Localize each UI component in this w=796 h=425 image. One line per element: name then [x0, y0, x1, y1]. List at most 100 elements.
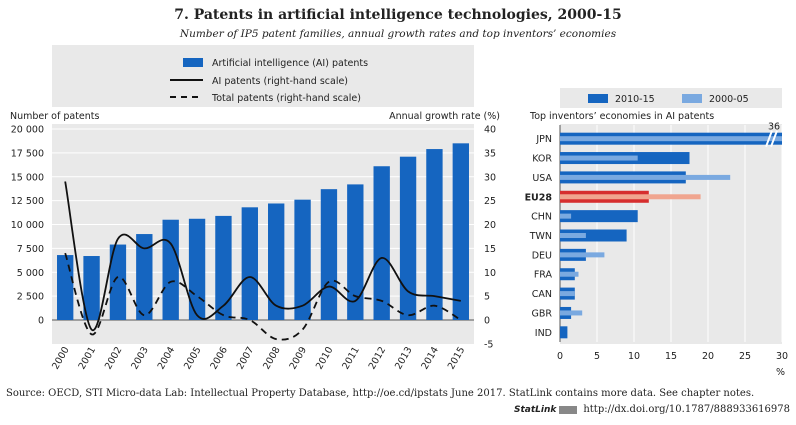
- left-x-tick-label: 2007: [235, 345, 257, 371]
- ai-growth-line: [64, 181, 461, 331]
- left-x-tick-label: 2010: [314, 345, 336, 371]
- left-y2-tick-label: 20: [484, 220, 496, 231]
- right-category-label: KOR: [532, 154, 552, 165]
- left-y-tick-label: 20 000: [11, 125, 44, 136]
- chart-subtitle: Number of IP5 patent families, annual gr…: [179, 28, 617, 40]
- left-lines: [64, 181, 462, 341]
- left-x-tick-label: 2006: [208, 345, 230, 371]
- right-category-labels: JPN KOR USA EU28 CHN TWN DEU FRA CAN GBR IND: [525, 134, 553, 339]
- right-category-label: USA: [532, 173, 552, 184]
- left-y-tick-label: 2 500: [17, 292, 44, 303]
- left-y2-tick-label: 5: [484, 292, 490, 303]
- ai-patents-bar: [83, 256, 100, 320]
- left-y2-tick-label: 40: [484, 125, 496, 136]
- ai-patents-bar: [268, 203, 285, 320]
- left-y-ticks: 20 000 17 500 15 000 12 500 10 000 7 500 5 000…: [11, 125, 44, 327]
- jpn-value-annotation: 36: [768, 122, 780, 133]
- right-x-tick-label: 15: [665, 351, 677, 362]
- bar-2010-15: [560, 229, 627, 242]
- bar-2000-05: [560, 155, 638, 161]
- left-y2-tick-label: 15: [484, 244, 496, 255]
- statlink-logo-icon: [559, 405, 578, 414]
- ai-patents-bar: [136, 234, 153, 320]
- left-x-tick-label: 2014: [419, 345, 441, 371]
- left-x-ticks: 2000 2001 2002 2003 2004 2005 2006 2007 2008 2009…: [50, 345, 467, 371]
- right-chart-title: Top inventors’ economies in AI patents: [529, 111, 714, 122]
- bar-2010-15: [560, 210, 638, 223]
- left-y-tick-label: 10 000: [11, 220, 44, 231]
- bar-2000-05: [560, 213, 572, 219]
- left-x-tick-label: 2004: [156, 345, 178, 371]
- ai-patents-bar: [162, 219, 179, 320]
- left-y-tick-label: 7 500: [17, 244, 44, 255]
- right-x-tick-label: 5: [594, 351, 600, 362]
- left-panel-bg: [52, 45, 474, 107]
- left-y-tick-label: 15 000: [11, 172, 44, 183]
- ai-patents-bar: [452, 143, 469, 320]
- left-x-tick-label: 2001: [77, 345, 99, 371]
- ai-patents-bar: [373, 166, 390, 320]
- legend-swatch-ai-patents: [183, 58, 203, 67]
- ai-patents-bar: [294, 199, 311, 320]
- right-category-label: EU28: [525, 192, 553, 203]
- left-x-tick-label: 2013: [393, 345, 415, 371]
- left-y-tick-label: 0: [38, 316, 44, 327]
- left-y-tick-label: 17 500: [11, 148, 44, 159]
- chart-title: 7. Patents in artificial intelligence te…: [174, 7, 622, 23]
- ai-patents-bar: [215, 215, 232, 320]
- left-legend: Artificial intelligence (AI) patents AI …: [170, 58, 368, 104]
- left-y2-ticks: 40 35 30 25 20 15 10 5 0 -5: [484, 125, 496, 351]
- right-x-tick-label: 30: [776, 351, 788, 362]
- ai-patents-bar: [109, 244, 127, 320]
- right-panel-bg: [560, 88, 782, 108]
- left-y-tick-label: 5 000: [17, 268, 44, 279]
- left-x-tick-label: 2011: [340, 345, 362, 371]
- left-x-tick-label: 2012: [367, 345, 389, 371]
- legend-label-2010-15: 2010-15: [615, 94, 655, 105]
- right-annotations: 36: [765, 122, 780, 148]
- right-x-tick-label: 20: [702, 351, 714, 362]
- ai-patents-bar: [320, 189, 338, 320]
- ai-patents-bar: [347, 184, 364, 320]
- legend-swatch-2000-05: [682, 94, 702, 103]
- left-x-tick-label: 2002: [103, 345, 125, 371]
- left-y2-tick-label: 10: [484, 268, 496, 279]
- left-y2-axis-label: Annual growth rate (%): [389, 111, 500, 122]
- bar-2010-15: [560, 326, 568, 339]
- left-x-tick-label: 2005: [182, 345, 204, 371]
- legend-label-ai-growth: AI patents (right-hand scale): [212, 76, 348, 87]
- legend-swatch-2010-15: [588, 94, 608, 103]
- left-x-tick-label: 2000: [50, 345, 72, 371]
- right-category-label: FRA: [534, 270, 553, 281]
- left-y2-tick-label: -5: [484, 339, 493, 350]
- ai-patents-bar: [399, 156, 417, 320]
- right-legend: 2010-15 2000-05: [588, 94, 749, 105]
- legend-label-ai-patents: Artificial intelligence (AI) patents: [212, 58, 368, 69]
- right-category-label: GBR: [532, 308, 553, 319]
- left-x-tick-label: 2015: [446, 345, 468, 371]
- bar-2000-05: [560, 136, 782, 142]
- legend-label-2000-05: 2000-05: [709, 94, 749, 105]
- bar-2000-05: [560, 252, 605, 258]
- legend-label-total-growth: Total patents (right-hand scale): [211, 93, 361, 104]
- right-category-label: JPN: [535, 134, 552, 145]
- left-y2-tick-label: 25: [484, 196, 496, 207]
- statlink-brand: StatLink: [513, 405, 557, 415]
- left-y-axis-label: Number of patents: [10, 111, 100, 122]
- left-x-tick-label: 2003: [129, 345, 151, 371]
- bar-2000-05: [560, 310, 583, 316]
- right-x-tick-label: 0: [557, 351, 563, 362]
- right-category-label: DEU: [532, 250, 552, 261]
- left-x-tick-label: 2008: [261, 345, 283, 371]
- right-x-ticks: 0 5 10 15 20 25 30: [557, 351, 788, 362]
- right-x-tick-label: 25: [739, 351, 751, 362]
- left-y2-tick-label: 30: [484, 172, 496, 183]
- total-growth-line: [64, 252, 462, 341]
- right-x-axis-label: %: [776, 367, 785, 378]
- ai-patents-bar: [188, 218, 206, 320]
- left-y-tick-label: 12 500: [11, 196, 44, 207]
- statlink-url[interactable]: http://dx.doi.org/10.1787/888933616978: [583, 404, 790, 415]
- statlink[interactable]: StatLink http://dx.doi.org/10.1787/888933…: [514, 404, 790, 415]
- bar-2000-05: [560, 233, 586, 238]
